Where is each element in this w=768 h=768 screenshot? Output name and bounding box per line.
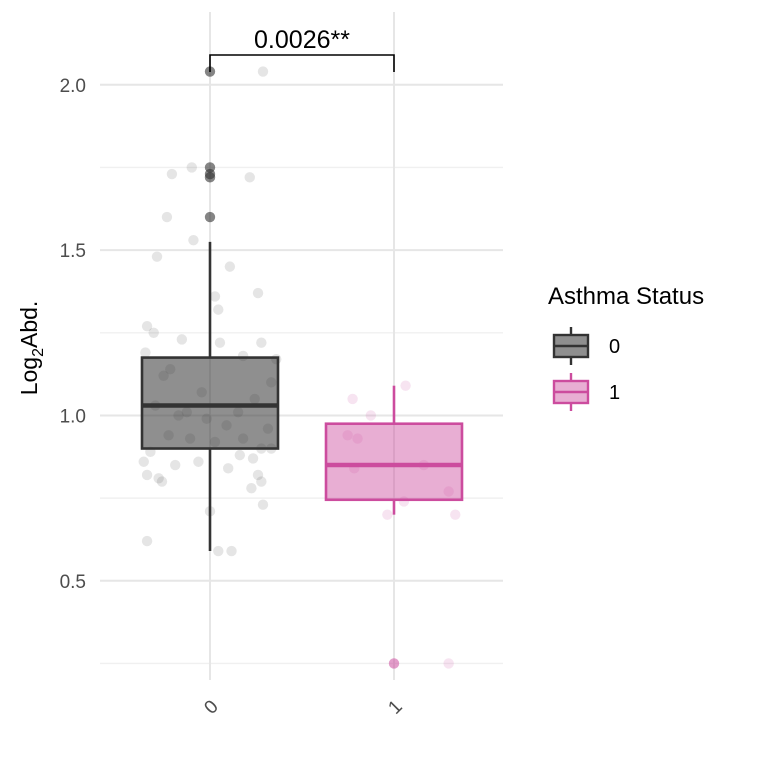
jitter-point bbox=[141, 535, 153, 547]
box-rect bbox=[324, 422, 464, 502]
jitter-point bbox=[193, 456, 204, 467]
jitter-point bbox=[224, 261, 236, 272]
jitter-point bbox=[153, 473, 164, 484]
significance-bracket bbox=[209, 54, 395, 72]
jitter-point bbox=[247, 453, 259, 464]
jitter-point bbox=[214, 337, 226, 348]
grid-lines bbox=[100, 12, 503, 680]
jitter-point bbox=[342, 430, 353, 441]
jitter-point bbox=[252, 469, 264, 481]
jitter-point bbox=[156, 476, 168, 487]
jitter-point bbox=[186, 162, 197, 173]
jitter-point bbox=[226, 545, 237, 557]
jitter-point bbox=[140, 347, 151, 358]
box-rect bbox=[140, 356, 280, 450]
jitter-point bbox=[443, 658, 454, 669]
jitter-point bbox=[176, 334, 188, 345]
jitter-point bbox=[234, 449, 246, 461]
x-tick-label: 1 bbox=[384, 696, 406, 718]
outlier-point bbox=[388, 658, 400, 669]
y-axis-title: Log2Abd. bbox=[16, 301, 47, 396]
jitter-point bbox=[450, 509, 461, 520]
significance-label: 0.0026** bbox=[254, 26, 350, 54]
jitter-point bbox=[188, 234, 199, 246]
y-axis-title-subscript: 2 bbox=[30, 348, 47, 357]
jitter-point bbox=[256, 476, 267, 487]
outlier-point bbox=[204, 172, 216, 183]
jitter-point bbox=[166, 168, 178, 180]
jitter-point bbox=[256, 337, 267, 348]
legend-entry-1: 1 bbox=[552, 373, 620, 411]
boxes bbox=[140, 241, 464, 552]
legend-label: 0 bbox=[609, 336, 620, 358]
jitter-point bbox=[223, 463, 234, 474]
outlier-points bbox=[204, 66, 400, 669]
jitter-point bbox=[138, 456, 149, 467]
y-axis-title-rest: Abd. bbox=[16, 301, 42, 348]
y-tick-label: 1.0 bbox=[60, 406, 86, 427]
outlier-point bbox=[204, 211, 216, 223]
jitter-point bbox=[382, 509, 393, 520]
box-1 bbox=[324, 385, 464, 515]
jitter-point bbox=[148, 327, 159, 338]
jitter-point bbox=[246, 482, 257, 494]
significance-annotation: 0.0026** bbox=[209, 26, 395, 72]
jitter-point bbox=[141, 320, 153, 332]
jitter-point bbox=[347, 393, 358, 405]
jitter-point bbox=[161, 211, 173, 223]
jitter-point bbox=[352, 433, 363, 444]
legend-label: 1 bbox=[609, 382, 620, 404]
box-0 bbox=[140, 241, 280, 552]
jitter-point bbox=[213, 545, 224, 557]
jitter-point bbox=[257, 66, 269, 77]
y-axis-title-main: Log bbox=[16, 357, 42, 395]
jitter-point bbox=[213, 304, 224, 315]
y-tick-label: 2.0 bbox=[60, 76, 86, 97]
jitter-point bbox=[151, 251, 163, 262]
y-tick-label: 0.5 bbox=[60, 572, 86, 593]
jitter-point bbox=[443, 486, 454, 497]
jitter-point bbox=[252, 287, 264, 299]
x-tick-label: 0 bbox=[200, 696, 222, 718]
jitter-point bbox=[170, 459, 181, 471]
jitter-point bbox=[141, 469, 153, 481]
jitter-point bbox=[257, 499, 269, 510]
legend-title: Asthma Status bbox=[548, 283, 704, 310]
y-tick-label: 1.5 bbox=[60, 241, 86, 262]
jitter-point bbox=[365, 410, 377, 421]
legend: Asthma Status 0 1 bbox=[548, 283, 704, 411]
jitter-point bbox=[209, 291, 221, 302]
legend-entry-0: 0 bbox=[552, 327, 620, 365]
jitter-point bbox=[244, 172, 255, 183]
jitter-point bbox=[400, 380, 411, 391]
